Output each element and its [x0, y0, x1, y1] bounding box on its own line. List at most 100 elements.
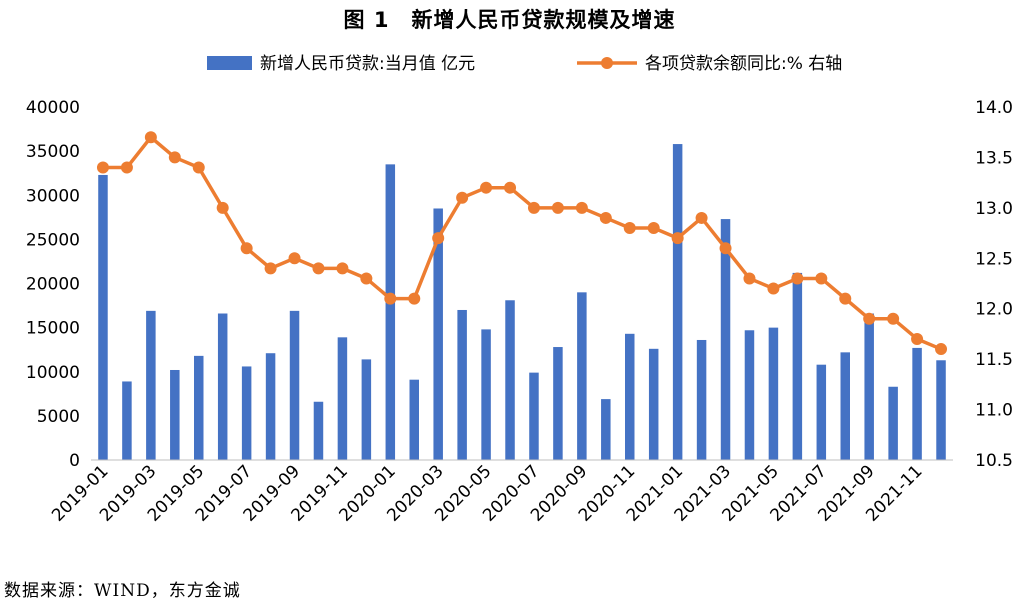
- right-tick-label: 11.5: [975, 350, 1013, 370]
- right-tick-label: 10.5: [975, 451, 1013, 471]
- bar-2019-01: [98, 174, 108, 460]
- point-2020-09: [575, 201, 588, 214]
- bar-2019-07: [241, 366, 252, 460]
- point-2020-12: [647, 222, 660, 235]
- right-tick-label: 11.0: [975, 401, 1013, 421]
- point-2019-02: [120, 161, 133, 174]
- bar-2020-02: [409, 379, 419, 460]
- right-tick-label: 13.5: [975, 148, 1013, 168]
- point-2020-01: [384, 292, 397, 305]
- point-2019-08: [264, 262, 277, 275]
- bar-2020-06: [505, 300, 515, 460]
- right-tick-label: 13.0: [975, 199, 1013, 219]
- left-tick-label: 25000: [26, 230, 80, 250]
- left-tick-label: 5000: [37, 407, 80, 427]
- bar-2021-02: [696, 339, 707, 460]
- point-2021-04: [743, 272, 756, 285]
- bar-2020-10: [601, 399, 611, 460]
- legend-bar-swatch: [207, 56, 252, 70]
- point-2020-03: [432, 232, 445, 245]
- point-2021-11: [911, 332, 924, 345]
- bar-2020-01: [385, 164, 396, 461]
- point-2021-03: [719, 242, 732, 255]
- point-2020-02: [408, 292, 421, 305]
- line-series: [96, 131, 948, 356]
- point-2020-05: [480, 181, 493, 194]
- bar-2020-07: [529, 372, 539, 460]
- point-2019-11: [336, 262, 349, 275]
- bar-series: [98, 144, 946, 461]
- legend-bar-label: 新增人民币贷款:当月值 亿元: [260, 54, 475, 74]
- point-2020-10: [599, 211, 612, 224]
- bar-2021-12: [936, 360, 946, 460]
- bar-2021-06: [792, 272, 803, 460]
- point-2019-03: [144, 131, 157, 144]
- right-axis-ticks: 10.5 11.0 11.5 12.0 12.5 13.0 13.5 14.0: [975, 98, 1013, 471]
- left-axis-ticks: 0 5000 10000 15000 20000 25000 30000 35000 40000: [26, 98, 80, 471]
- point-2021-08: [839, 292, 852, 305]
- point-2021-05: [767, 282, 780, 295]
- point-2021-09: [863, 312, 876, 325]
- chart-title: 图 1 新增人民币贷款规模及增速: [343, 8, 676, 32]
- point-2020-08: [551, 201, 564, 214]
- bar-2019-02: [122, 381, 132, 460]
- bar-2021-05: [768, 327, 779, 461]
- point-2019-06: [216, 201, 229, 214]
- point-2021-12: [935, 343, 948, 356]
- bar-2020-09: [577, 292, 587, 460]
- bar-2019-10: [313, 401, 324, 460]
- point-2021-07: [815, 272, 828, 285]
- point-2020-06: [504, 181, 517, 194]
- bar-2020-03: [433, 208, 443, 460]
- left-tick-label: 30000: [26, 186, 80, 206]
- bar-2021-07: [816, 364, 827, 460]
- right-tick-label: 12.5: [975, 249, 1013, 269]
- point-2020-11: [623, 222, 636, 235]
- bar-2021-11: [912, 347, 922, 460]
- bar-2019-06: [217, 313, 228, 460]
- bar-2021-01: [672, 144, 683, 460]
- legend-line-label: 各项贷款余额同比:% 右轴: [645, 54, 842, 74]
- bar-2021-03: [720, 219, 731, 460]
- point-2019-12: [360, 272, 373, 285]
- left-tick-label: 0: [69, 451, 80, 471]
- point-2021-10: [887, 312, 900, 325]
- legend-line-marker: [601, 57, 613, 69]
- point-2021-06: [791, 272, 804, 285]
- point-2019-05: [192, 161, 205, 174]
- left-tick-label: 15000: [26, 319, 80, 339]
- point-2021-02: [695, 211, 708, 224]
- bar-2021-10: [888, 386, 898, 460]
- point-2019-04: [168, 151, 181, 164]
- bar-2019-05: [194, 355, 204, 460]
- growth-line: [102, 135, 942, 351]
- bar-2020-12: [648, 348, 659, 460]
- point-2020-04: [456, 191, 469, 204]
- right-tick-label: 14.0: [975, 98, 1013, 118]
- legend: 新增人民币贷款:当月值 亿元 各项贷款余额同比:% 右轴: [207, 54, 842, 74]
- left-tick-label: 10000: [26, 363, 80, 383]
- bar-2020-11: [625, 333, 635, 460]
- point-2019-10: [312, 262, 325, 275]
- left-tick-label: 40000: [26, 98, 80, 118]
- bar-2019-04: [170, 369, 180, 460]
- source-note: 数据来源：WIND，东方金诚: [4, 581, 241, 601]
- x-axis-ticks: 2019-012019-032019-052019-072019-092019-…: [48, 461, 926, 525]
- point-2019-09: [288, 252, 301, 265]
- point-2019-07: [240, 242, 253, 255]
- bar-2020-08: [553, 347, 563, 460]
- bar-2021-04: [744, 330, 755, 460]
- point-2019-01: [96, 161, 109, 174]
- bar-2019-11: [337, 337, 348, 460]
- bar-2019-09: [289, 310, 300, 460]
- bar-2021-08: [840, 352, 850, 460]
- bar-2019-12: [361, 359, 372, 460]
- bar-2020-04: [457, 309, 467, 460]
- bar-2020-05: [481, 329, 491, 460]
- bar-2019-03: [146, 310, 156, 460]
- bar-2019-08: [265, 353, 276, 460]
- point-2020-07: [527, 201, 540, 214]
- bar-2021-09: [864, 313, 874, 460]
- point-2021-01: [671, 232, 684, 245]
